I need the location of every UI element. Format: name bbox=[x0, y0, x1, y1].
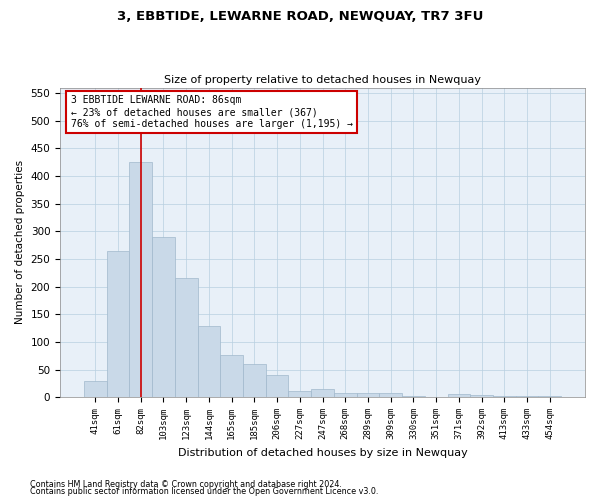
Bar bbox=[175, 278, 197, 397]
Text: Contains public sector information licensed under the Open Government Licence v3: Contains public sector information licen… bbox=[30, 488, 379, 496]
Bar bbox=[84, 380, 107, 397]
Text: 3, EBBTIDE, LEWARNE ROAD, NEWQUAY, TR7 3FU: 3, EBBTIDE, LEWARNE ROAD, NEWQUAY, TR7 3… bbox=[117, 10, 483, 23]
Bar bbox=[197, 326, 220, 397]
Bar bbox=[107, 250, 130, 397]
Bar bbox=[515, 396, 538, 397]
Bar bbox=[470, 395, 493, 397]
Title: Size of property relative to detached houses in Newquay: Size of property relative to detached ho… bbox=[164, 76, 481, 86]
Bar bbox=[379, 393, 402, 397]
Bar bbox=[493, 396, 515, 397]
Bar bbox=[448, 394, 470, 397]
Bar bbox=[538, 396, 561, 397]
Bar bbox=[402, 396, 425, 397]
Text: 3 EBBTIDE LEWARNE ROAD: 86sqm
← 23% of detached houses are smaller (367)
76% of : 3 EBBTIDE LEWARNE ROAD: 86sqm ← 23% of d… bbox=[71, 96, 353, 128]
Bar bbox=[356, 393, 379, 397]
Bar bbox=[130, 162, 152, 397]
Text: Contains HM Land Registry data © Crown copyright and database right 2024.: Contains HM Land Registry data © Crown c… bbox=[30, 480, 342, 489]
Bar bbox=[334, 393, 356, 397]
Bar bbox=[289, 390, 311, 397]
Y-axis label: Number of detached properties: Number of detached properties bbox=[15, 160, 25, 324]
Bar bbox=[311, 389, 334, 397]
Bar bbox=[243, 364, 266, 397]
X-axis label: Distribution of detached houses by size in Newquay: Distribution of detached houses by size … bbox=[178, 448, 467, 458]
Bar bbox=[152, 237, 175, 397]
Bar bbox=[220, 354, 243, 397]
Bar bbox=[266, 375, 289, 397]
